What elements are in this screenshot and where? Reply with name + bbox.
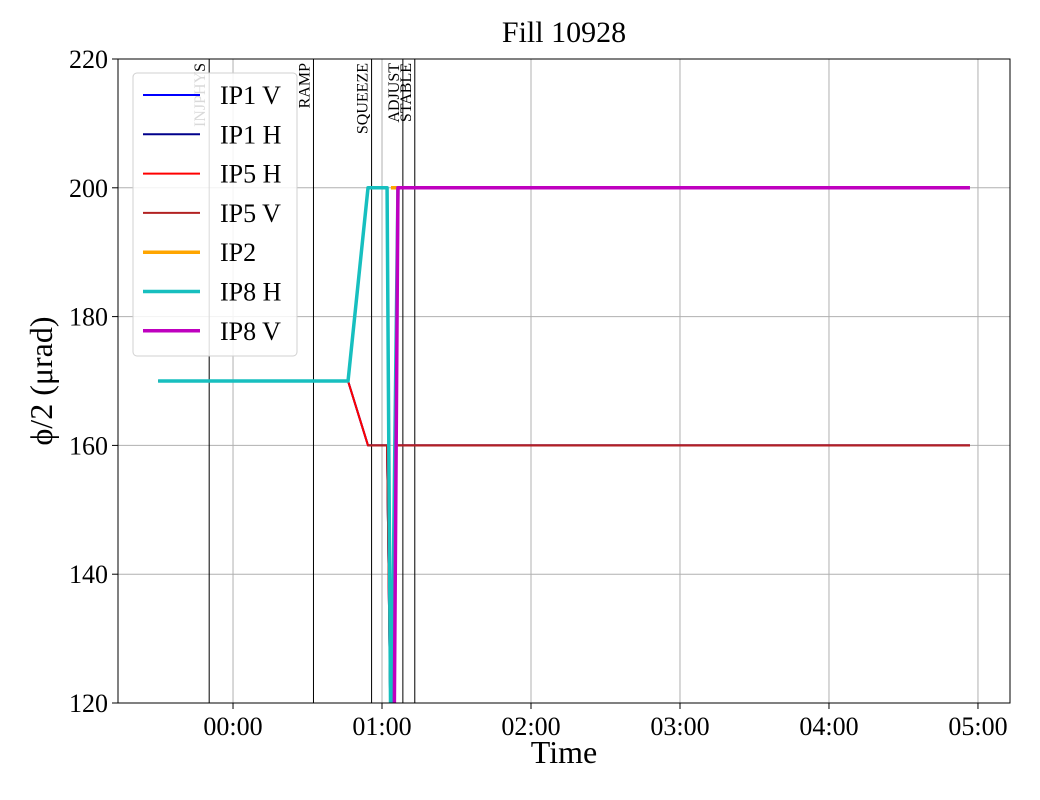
x-tick-label: 03:00 bbox=[650, 712, 709, 741]
y-tick-label: 160 bbox=[69, 431, 108, 460]
y-tick-label: 140 bbox=[69, 560, 108, 589]
legend-label: IP5 V bbox=[220, 199, 281, 228]
event-label: SQUEEZE bbox=[355, 63, 372, 134]
legend-label: IP1 V bbox=[220, 81, 281, 110]
event-label: ADJUST bbox=[386, 63, 403, 123]
legend-label: IP8 H bbox=[220, 278, 282, 307]
event-label: STABLE bbox=[398, 63, 415, 122]
legend-label: IP2 bbox=[220, 238, 256, 267]
y-tick-label: 220 bbox=[69, 45, 108, 74]
legend-label: IP1 H bbox=[220, 120, 282, 149]
legend-label: IP8 V bbox=[220, 317, 281, 346]
plot-frame bbox=[117, 58, 1011, 704]
event-label: RAMP bbox=[296, 63, 313, 108]
y-axis-label: ϕ/2 (μrad) bbox=[23, 316, 59, 445]
legend-label: IP5 H bbox=[220, 160, 282, 189]
x-tick-label: 05:00 bbox=[948, 712, 1007, 741]
legend-box bbox=[132, 72, 298, 357]
x-tick-label: 00:00 bbox=[203, 712, 262, 741]
series-line bbox=[368, 444, 970, 703]
y-tick-label: 200 bbox=[69, 174, 108, 203]
chart-title: Fill 10928 bbox=[502, 16, 626, 49]
y-tick-label: 120 bbox=[69, 689, 108, 718]
series-line bbox=[392, 186, 970, 703]
plot-lines bbox=[158, 186, 970, 703]
x-tick-label: 04:00 bbox=[799, 712, 858, 741]
x-tick-label: 02:00 bbox=[501, 712, 560, 741]
x-tick-label: 01:00 bbox=[352, 712, 411, 741]
y-tick-label: 180 bbox=[69, 303, 108, 332]
x-axis-label: Time bbox=[531, 734, 597, 770]
